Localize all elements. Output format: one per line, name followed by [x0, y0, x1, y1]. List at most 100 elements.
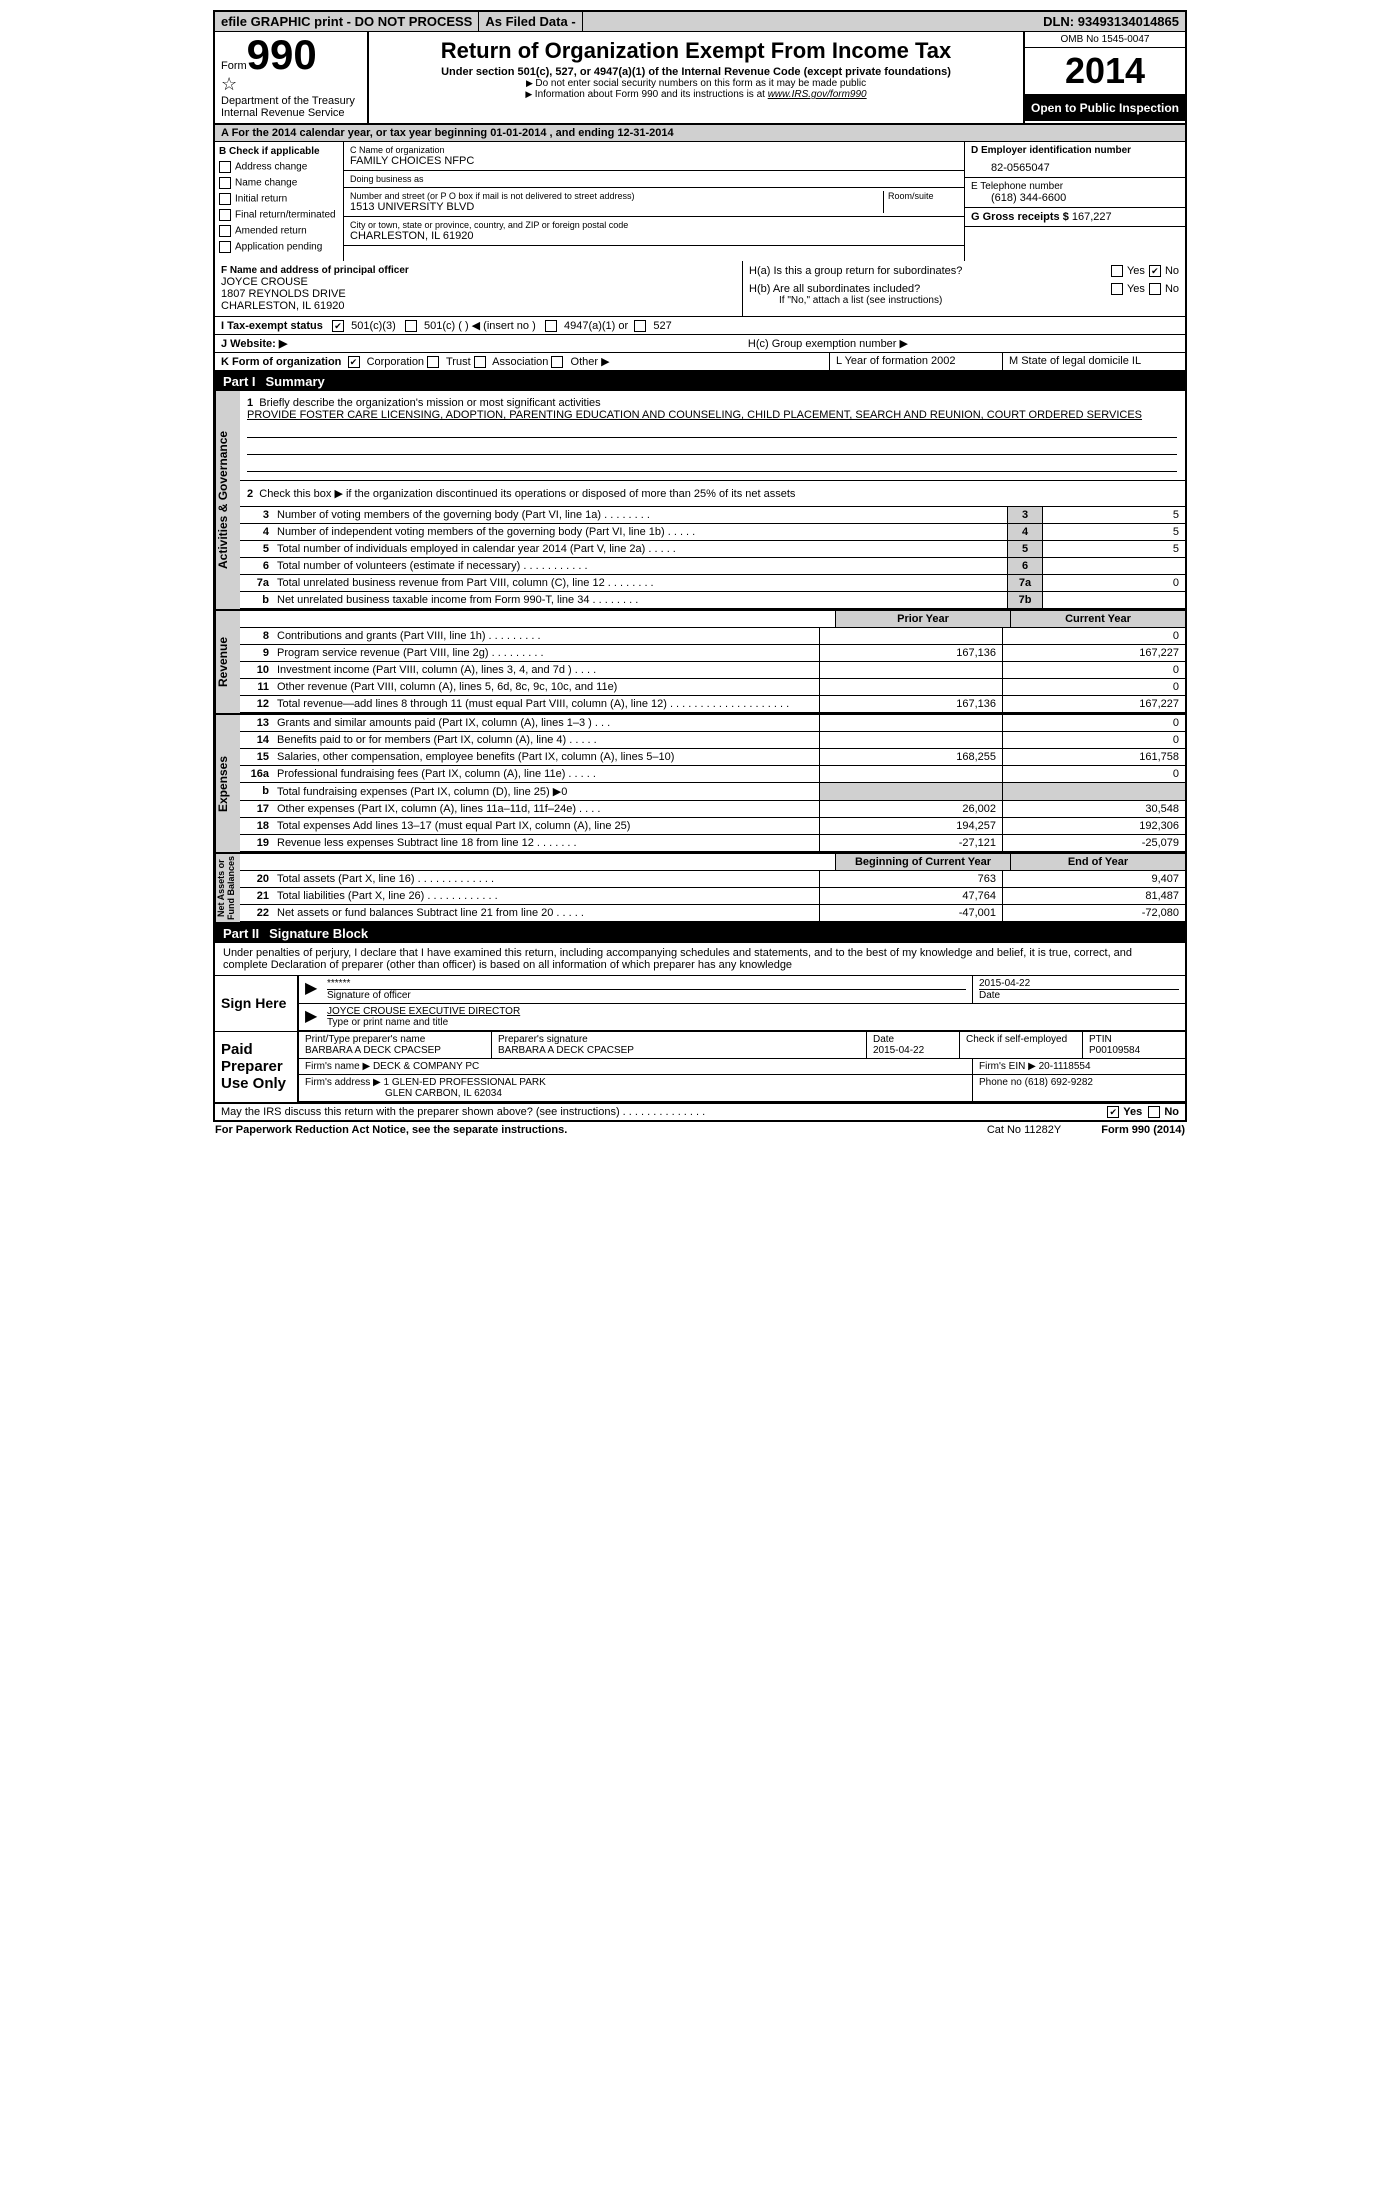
header-mid: Return of Organization Exempt From Incom… — [369, 32, 1023, 123]
row-b: bTotal fundraising expenses (Part IX, co… — [239, 783, 1185, 801]
website-row: J Website: ▶ H(c) Group exemption number… — [215, 335, 1185, 353]
gov-row-6: 6Total number of volunteers (estimate if… — [239, 558, 1185, 575]
line-box: 3 — [1007, 507, 1042, 523]
tel-label: E Telephone number — [971, 181, 1179, 192]
line-box: 7b — [1007, 592, 1042, 608]
pra-notice: For Paperwork Reduction Act Notice, see … — [215, 1124, 567, 1136]
side-revenue: Revenue — [215, 611, 240, 713]
chk-other[interactable] — [551, 356, 563, 368]
side-net-assets: Net Assets or Fund Balances — [215, 854, 240, 922]
hc-label: H(c) Group exemption number ▶ — [748, 337, 1179, 350]
row-14: 14Benefits paid to or for members (Part … — [239, 732, 1185, 749]
row-22: 22Net assets or fund balances Subtract l… — [239, 905, 1185, 922]
current-year-val: 0 — [1002, 715, 1185, 731]
prior-year-val: -47,001 — [819, 905, 1002, 921]
tel-value: (618) 344-6600 — [971, 192, 1179, 204]
row-20: 20Total assets (Part X, line 16) . . . .… — [239, 871, 1185, 888]
chk-initial-return[interactable] — [219, 193, 231, 205]
discuss-yes[interactable] — [1107, 1106, 1119, 1118]
firm-addr2: GLEN CARBON, IL 62034 — [305, 1088, 502, 1099]
chk-corp[interactable] — [348, 356, 360, 368]
chk-4947[interactable] — [545, 320, 557, 332]
line-desc: Total unrelated business revenue from Pa… — [273, 575, 1007, 591]
row-18: 18Total expenses Add lines 13–17 (must e… — [239, 818, 1185, 835]
line-num: 11 — [239, 679, 273, 695]
prior-year-val — [819, 662, 1002, 678]
hb-yes[interactable] — [1111, 283, 1123, 295]
sign-here-label: Sign Here — [215, 976, 297, 1031]
ein-label: D Employer identification number — [971, 145, 1179, 156]
chk-assoc[interactable] — [474, 356, 486, 368]
revenue-section: Revenue Prior Year Current Year 8Contrib… — [215, 611, 1185, 715]
officer-sig-date: 2015-04-22 — [979, 978, 1179, 989]
current-year-val: 167,227 — [1002, 696, 1185, 712]
hb-note: If "No," attach a list (see instructions… — [749, 295, 1179, 306]
paid-preparer-label: Paid Preparer Use Only — [215, 1032, 297, 1102]
irs-link[interactable]: www.IRS.gov/form990 — [768, 89, 867, 100]
chk-final-return[interactable] — [219, 209, 231, 221]
line-num: 13 — [239, 715, 273, 731]
begin-year-label: Beginning of Current Year — [835, 854, 1010, 870]
org-name: FAMILY CHOICES NFPC — [350, 155, 958, 167]
dept-treasury: Department of the Treasury — [221, 95, 361, 107]
ha-no[interactable] — [1149, 265, 1161, 277]
chk-527[interactable] — [634, 320, 646, 332]
line-desc: Grants and similar amounts paid (Part IX… — [273, 715, 819, 731]
line-num: 12 — [239, 696, 273, 712]
chk-amended-return[interactable] — [219, 225, 231, 237]
line-val: 0 — [1042, 575, 1185, 591]
city-value: CHARLESTON, IL 61920 — [350, 230, 958, 242]
topbar: efile GRAPHIC print - DO NOT PROCESS As … — [215, 12, 1185, 32]
line2-discontinued: Check this box ▶ if the organization dis… — [259, 488, 795, 500]
side-activities-governance: Activities & Governance — [215, 391, 240, 609]
current-year-val: 30,548 — [1002, 801, 1185, 817]
cat-no: Cat No 11282Y — [987, 1124, 1061, 1136]
form-990-page: efile GRAPHIC print - DO NOT PROCESS As … — [213, 10, 1187, 1122]
prep-name-label: Print/Type preparer's name — [305, 1034, 485, 1045]
signature-block: Under penalties of perjury, I declare th… — [215, 943, 1185, 1120]
line-num: 10 — [239, 662, 273, 678]
mission-text: PROVIDE FOSTER CARE LICENSING, ADOPTION,… — [247, 409, 1142, 421]
street-label: Number and street (or P O box if mail is… — [350, 191, 634, 201]
current-year-val: 0 — [1002, 732, 1185, 748]
gov-row-b: bNet unrelated business taxable income f… — [239, 592, 1185, 609]
line-desc: Contributions and grants (Part VIII, lin… — [273, 628, 819, 644]
end-year-label: End of Year — [1010, 854, 1185, 870]
ha-label: H(a) Is this a group return for subordin… — [749, 265, 1111, 277]
city-label: City or town, state or province, country… — [350, 220, 958, 230]
mission-label: Briefly describe the organization's miss… — [259, 397, 600, 409]
hb-no[interactable] — [1149, 283, 1161, 295]
line-desc: Total fundraising expenses (Part IX, col… — [273, 783, 819, 800]
prior-year-val: 168,255 — [819, 749, 1002, 765]
prior-year-val — [819, 783, 1002, 800]
current-year-val: 161,758 — [1002, 749, 1185, 765]
chk-501c3[interactable] — [332, 320, 344, 332]
line-num: 15 — [239, 749, 273, 765]
line-num: 22 — [239, 905, 273, 921]
firm-ein-label: Firm's EIN ▶ — [979, 1061, 1036, 1072]
line-desc: Benefits paid to or for members (Part IX… — [273, 732, 819, 748]
prior-year-label: Prior Year — [835, 611, 1010, 627]
chk-application-pending[interactable] — [219, 241, 231, 253]
header-left: Form990 ☆ Department of the Treasury Int… — [215, 32, 369, 123]
omb-number: OMB No 1545-0047 — [1025, 32, 1185, 48]
chk-trust[interactable] — [427, 356, 439, 368]
part-ii-header: Part II Signature Block — [215, 924, 1185, 943]
part-ii-label: Part II — [223, 926, 269, 941]
prior-year-val: 167,136 — [819, 645, 1002, 661]
line-num: 20 — [239, 871, 273, 887]
prep-name: BARBARA A DECK CPACSEP — [305, 1045, 485, 1056]
officer-signature: ****** — [327, 978, 966, 989]
discuss-no[interactable] — [1148, 1106, 1160, 1118]
prior-year-val — [819, 679, 1002, 695]
ha-yes[interactable] — [1111, 265, 1123, 277]
chk-address-change[interactable] — [219, 161, 231, 173]
prior-year-val — [819, 732, 1002, 748]
col-c: C Name of organization FAMILY CHOICES NF… — [344, 142, 964, 261]
gov-row-5: 5Total number of individuals employed in… — [239, 541, 1185, 558]
line-desc: Net unrelated business taxable income fr… — [273, 592, 1007, 608]
principal-officer: F Name and address of principal officer … — [215, 261, 742, 316]
m-state-domicile: M State of legal domicile IL — [1003, 353, 1185, 370]
chk-501c[interactable] — [405, 320, 417, 332]
chk-name-change[interactable] — [219, 177, 231, 189]
